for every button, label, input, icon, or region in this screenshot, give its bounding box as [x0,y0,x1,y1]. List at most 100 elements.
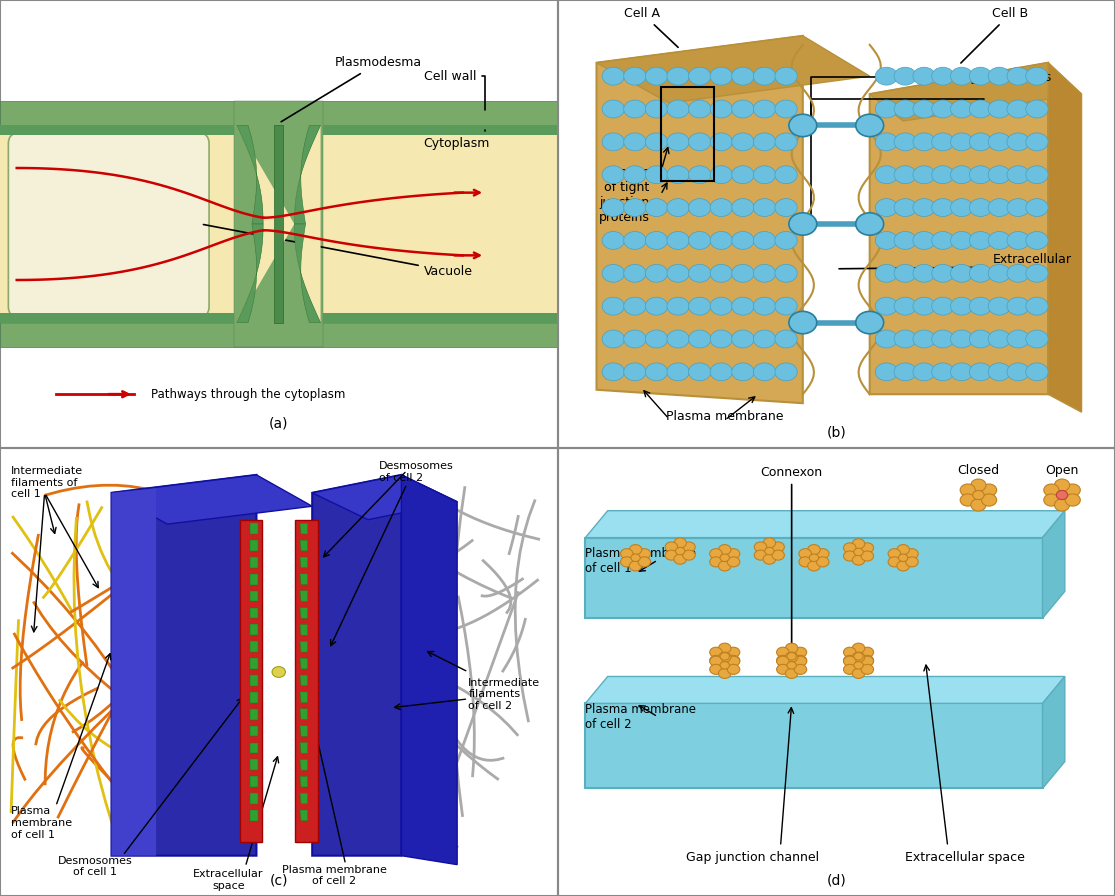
Circle shape [785,652,798,662]
Polygon shape [236,224,263,323]
Circle shape [988,330,1010,348]
Circle shape [646,100,668,118]
Circle shape [875,100,898,118]
Circle shape [799,556,812,567]
Polygon shape [312,475,457,520]
Circle shape [785,643,798,653]
Circle shape [710,647,723,658]
Circle shape [646,199,668,217]
Circle shape [896,561,910,571]
Polygon shape [250,523,258,534]
Polygon shape [300,709,308,719]
Polygon shape [300,776,308,787]
Circle shape [1044,484,1059,496]
Polygon shape [250,810,258,821]
Polygon shape [300,692,308,702]
Circle shape [718,652,731,662]
Polygon shape [0,323,558,347]
Text: Vacuole: Vacuole [203,225,473,278]
Text: Extracellular
space: Extracellular space [838,253,1072,280]
Circle shape [623,67,646,85]
Circle shape [777,655,789,666]
Polygon shape [1043,676,1065,788]
Polygon shape [250,557,258,568]
Polygon shape [585,676,1065,703]
Circle shape [913,264,935,282]
Circle shape [981,484,997,496]
Circle shape [794,656,806,667]
Circle shape [731,363,754,381]
Polygon shape [300,607,308,618]
Polygon shape [300,760,308,771]
Circle shape [1026,67,1048,85]
Circle shape [775,330,797,348]
Circle shape [1007,297,1029,315]
Circle shape [932,199,954,217]
Circle shape [754,363,776,381]
Polygon shape [300,743,308,754]
Circle shape [1007,100,1029,118]
Circle shape [646,330,668,348]
Polygon shape [236,125,321,323]
Circle shape [988,264,1010,282]
Circle shape [1026,297,1048,315]
Circle shape [688,67,711,85]
Circle shape [913,100,935,118]
Circle shape [731,133,754,151]
Polygon shape [250,743,258,754]
Text: Gap junction channel: Gap junction channel [686,851,820,865]
Circle shape [731,100,754,118]
Circle shape [646,297,668,315]
Circle shape [932,363,954,381]
Text: Closed: Closed [958,464,999,477]
Circle shape [1026,330,1048,348]
Polygon shape [112,488,156,856]
Circle shape [794,655,806,666]
Circle shape [623,199,646,217]
Circle shape [688,264,711,282]
Circle shape [854,652,863,660]
Circle shape [875,231,898,249]
Circle shape [1026,166,1048,184]
Circle shape [861,551,873,561]
Circle shape [787,661,796,669]
Circle shape [1055,499,1069,511]
Polygon shape [294,125,321,224]
Circle shape [775,363,797,381]
Circle shape [646,231,668,249]
Circle shape [731,297,754,315]
Circle shape [913,363,935,381]
Circle shape [775,100,797,118]
Polygon shape [401,475,457,865]
Circle shape [688,363,711,381]
Circle shape [667,67,689,85]
Circle shape [1007,166,1029,184]
Circle shape [950,67,972,85]
Circle shape [852,652,865,662]
Circle shape [856,212,884,235]
Circle shape [894,199,917,217]
Bar [660,87,714,181]
Circle shape [988,363,1010,381]
Circle shape [1007,67,1029,85]
Circle shape [1026,133,1048,151]
Circle shape [988,231,1010,249]
Circle shape [754,166,776,184]
Circle shape [861,655,873,666]
Circle shape [775,199,797,217]
Circle shape [602,264,624,282]
Circle shape [667,297,689,315]
Circle shape [731,231,754,249]
Circle shape [623,133,646,151]
Circle shape [623,297,646,315]
Circle shape [718,668,731,678]
Circle shape [682,550,695,560]
Circle shape [763,554,776,564]
Text: Cell A: Cell A [624,7,678,47]
Circle shape [950,133,972,151]
Circle shape [710,166,733,184]
Text: Plasma membrane
of cell 2: Plasma membrane of cell 2 [282,865,387,886]
Polygon shape [597,36,803,403]
Circle shape [727,664,739,675]
Circle shape [602,231,624,249]
